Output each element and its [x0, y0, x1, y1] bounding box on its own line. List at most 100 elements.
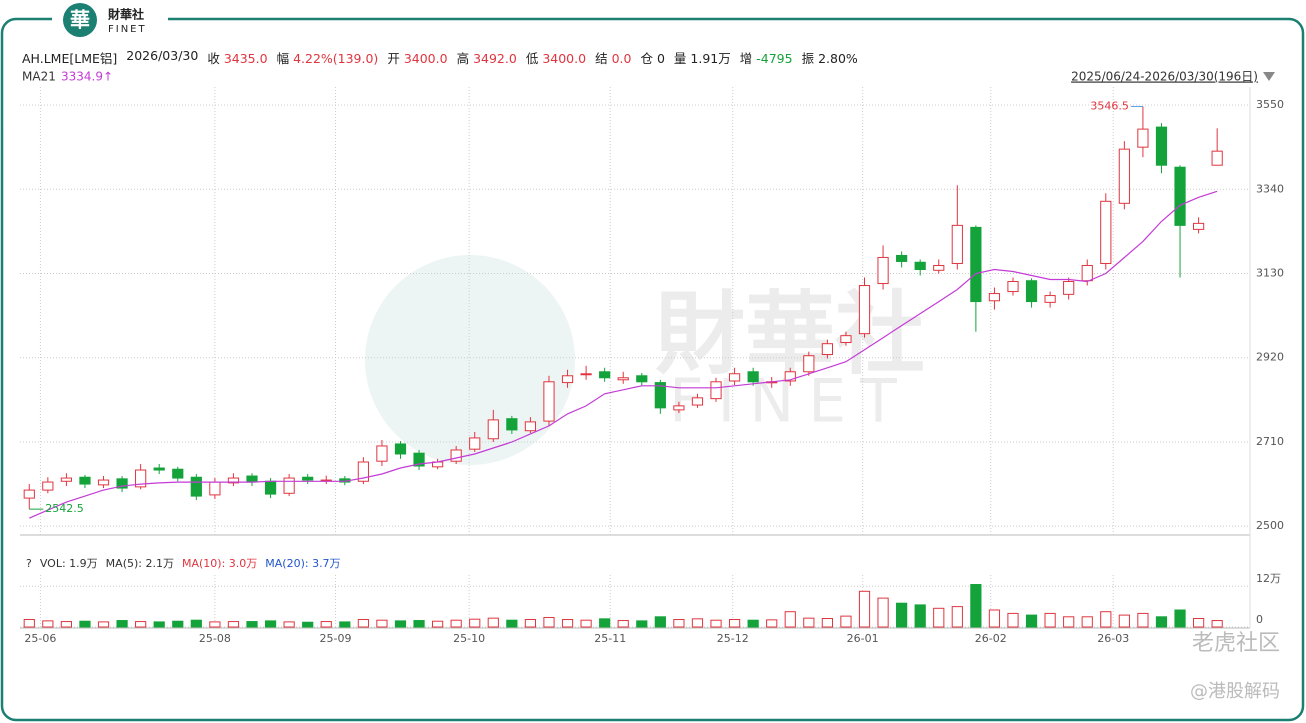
volume-bar — [951, 606, 963, 628]
quote-item: 高 3492.0 — [457, 48, 517, 67]
candle-body — [821, 343, 833, 356]
volume-legend: MA(20): 3.7万 — [265, 557, 340, 570]
volume-bar — [1025, 614, 1038, 628]
ma-label: MA21 — [22, 70, 56, 84]
volume-bar — [23, 619, 35, 628]
y-tick-label: 0 — [1256, 613, 1263, 626]
quote-value: 3435.0 — [223, 51, 268, 66]
candle-body — [97, 479, 110, 486]
volume-bar — [710, 619, 722, 628]
candle-body — [209, 481, 221, 496]
volume-bar — [302, 621, 314, 628]
volume-bar — [636, 620, 648, 628]
candle-body — [1063, 281, 1075, 295]
volume-bar — [450, 619, 462, 628]
quote-label: 仓 — [640, 51, 653, 66]
quote-label: 量 — [673, 51, 687, 66]
volume-bar — [988, 609, 1001, 628]
x-tick-label: 25-11 — [594, 632, 626, 645]
candle-body — [1155, 126, 1168, 166]
candle-body — [636, 375, 648, 383]
volume-bar — [60, 621, 73, 628]
candle-body — [970, 226, 982, 303]
candle-body — [42, 481, 54, 491]
footer-community: 老虎社区 — [1192, 631, 1280, 656]
volume-bar — [1155, 616, 1168, 628]
range[interactable]: 2025/06/24-2026/03/30(196日) — [1071, 70, 1258, 84]
candle-body — [543, 381, 555, 422]
volume-bar — [840, 615, 852, 628]
x-tick-label: 25-08 — [199, 632, 231, 645]
candle-body — [951, 224, 963, 264]
candle-body — [1118, 148, 1130, 204]
volume-bar — [1137, 612, 1149, 628]
volume-bar — [153, 621, 165, 628]
ma-line — [29, 190, 1218, 519]
y-tick-label: 2710 — [1256, 435, 1284, 448]
volume-bar — [1211, 620, 1223, 628]
candle-body — [654, 382, 666, 409]
candle-body — [1007, 281, 1019, 293]
candle-body — [1137, 128, 1149, 148]
quote-item: 幅 4.22%(139.0) — [277, 48, 379, 67]
quote-value: 0 — [656, 51, 665, 66]
candle-body — [784, 371, 796, 382]
volume-bar — [1081, 616, 1093, 628]
volume-bar — [357, 619, 369, 628]
y-tick-label: 12万 — [1256, 572, 1281, 585]
volume-legend: MA(5): 2.1万 — [106, 557, 174, 570]
candle-body — [524, 421, 537, 432]
candle-body — [79, 476, 91, 485]
volume-bar — [970, 584, 982, 628]
y-tick-label: 3550 — [1256, 98, 1284, 111]
quote-item: 仓 0 — [640, 48, 664, 67]
candle-body — [877, 256, 889, 285]
volume-bar — [673, 619, 685, 628]
candle-body — [747, 371, 759, 383]
candle-body — [840, 335, 852, 343]
candle-body — [1192, 222, 1205, 230]
range-dropdown[interactable] — [1263, 72, 1275, 81]
candle-body — [599, 371, 611, 379]
candle-body — [617, 377, 629, 381]
volume-bar — [1192, 618, 1205, 628]
brand-name: 財華社 — [107, 7, 144, 22]
volume-bar — [172, 620, 184, 628]
quote-item: 收 3435.0 — [207, 48, 267, 67]
candle-body — [914, 261, 926, 270]
candle-body — [135, 469, 147, 488]
quote-label: 增 — [739, 51, 753, 66]
x-tick-label: 26-02 — [975, 632, 1007, 645]
y-tick-label: 2920 — [1256, 351, 1284, 364]
candle-body — [394, 443, 407, 455]
volume-bar — [691, 618, 704, 628]
volume-legend: MA(10): 3.0万 — [182, 557, 257, 570]
quote-item: 量 1.91万 — [674, 48, 731, 67]
quote-label: 低 — [525, 51, 539, 66]
volume-bar — [877, 597, 889, 628]
candle-body — [116, 478, 128, 489]
volume-bar — [432, 620, 444, 628]
volume-bar — [506, 619, 518, 628]
volume-bar — [209, 621, 221, 628]
volume-bar — [79, 620, 91, 628]
quote-label: 开 — [387, 51, 400, 66]
volume-bar — [394, 620, 407, 628]
volume-bar — [599, 618, 611, 628]
candle-body — [23, 489, 35, 499]
volume-bar — [766, 619, 778, 628]
quote-item: 开 3400.0 — [387, 48, 447, 67]
volume-bar — [135, 621, 147, 628]
volume-bar — [376, 619, 388, 628]
candle-body — [469, 437, 481, 450]
volume-bar — [1174, 609, 1186, 628]
volume-bar — [1100, 611, 1112, 628]
volume-bar — [914, 604, 926, 628]
volume-bar — [617, 620, 629, 628]
volume-bar — [543, 616, 555, 628]
volume-bar — [580, 619, 592, 628]
volume-bar — [747, 619, 759, 628]
volume-bar — [116, 620, 128, 628]
candle-body — [896, 254, 908, 262]
volume-bar — [803, 617, 815, 628]
